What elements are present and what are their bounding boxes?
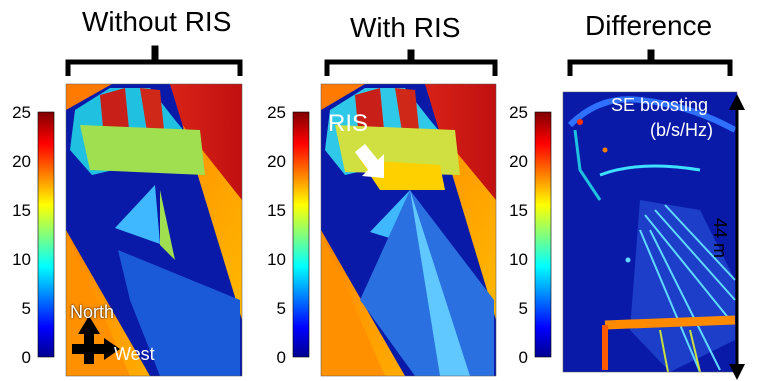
tick-label: 20 <box>509 152 528 171</box>
se-boosting-label: SE boosting <box>611 95 709 115</box>
compass-arrow <box>72 316 120 364</box>
tick-label: 10 <box>509 250 528 269</box>
tick-label: 25 <box>509 103 528 122</box>
bracket-with-ris <box>324 49 498 76</box>
se-boosting-unit: (b/s/Hz) <box>650 120 713 140</box>
colorbar-1 <box>37 111 55 358</box>
tick-label: 25 <box>267 103 286 122</box>
tick-label: 20 <box>267 152 286 171</box>
tick-label: 5 <box>518 299 528 318</box>
panel-title-without-ris: Without RIS <box>82 6 232 37</box>
bracket-without-ris <box>65 45 243 76</box>
tick-label: 0 <box>21 348 31 367</box>
tick-label: 15 <box>12 201 31 220</box>
west-label: West <box>114 344 155 364</box>
ris-label: RIS <box>328 110 369 137</box>
tick-label: 5 <box>276 299 286 318</box>
tick-label: 10 <box>267 250 286 269</box>
tick-label: 20 <box>12 152 31 171</box>
tick-label: 15 <box>509 201 528 220</box>
heatmap-difference <box>563 92 737 372</box>
scale-label: 44 m <box>710 218 730 259</box>
tick-label: 25 <box>12 103 31 122</box>
north-label: North <box>70 302 115 322</box>
colorbar-3 <box>534 111 552 358</box>
bracket-difference <box>567 49 733 76</box>
panel-title-difference: Difference <box>585 10 713 41</box>
colorbar-2 <box>292 111 310 358</box>
tick-label: 0 <box>518 348 528 367</box>
tick-label: 10 <box>12 250 31 269</box>
ris-arrow <box>355 144 384 178</box>
tick-label: 15 <box>267 201 286 220</box>
tick-label: 5 <box>21 299 31 318</box>
tick-label: 0 <box>276 348 286 367</box>
panel-title-with-ris: With RIS <box>350 12 461 43</box>
